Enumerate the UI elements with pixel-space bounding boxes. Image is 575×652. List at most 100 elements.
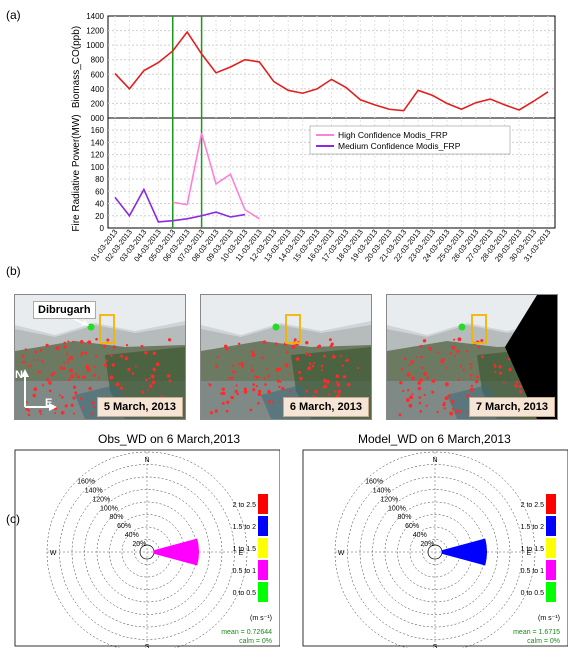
pointer-arrowhead <box>81 320 89 326</box>
fire-hotspot <box>417 386 422 391</box>
fire-hotspot <box>237 363 241 366</box>
fire-hotspot <box>61 395 64 399</box>
fire-hotspot <box>451 407 455 411</box>
fire-hotspot <box>231 376 234 379</box>
fire-hotspot <box>469 363 473 366</box>
fire-hotspot <box>494 370 497 374</box>
y-axis-label-frp: Fire Radiative Power(MW) <box>71 114 82 231</box>
fire-hotspot <box>476 375 479 379</box>
fire-hotspot <box>466 411 469 414</box>
fire-hotspot <box>457 378 460 381</box>
fire-hotspot <box>470 387 474 392</box>
fire-hotspot <box>63 345 67 349</box>
fire-hotspot <box>79 397 83 401</box>
series-line-high-confidence <box>186 132 260 220</box>
compass-north-label: N <box>15 369 23 381</box>
mean-label: mean = 1.6715 <box>513 629 560 636</box>
fire-hotspot <box>24 348 27 351</box>
rose-frame <box>14 449 280 647</box>
fire-hotspot <box>498 365 502 369</box>
fire-hotspot <box>279 380 282 383</box>
fire-hotspot <box>409 395 414 400</box>
fire-hotspot <box>305 389 309 393</box>
fire-hotspot <box>337 389 342 394</box>
y-tick-label: 200 <box>91 99 105 108</box>
fire-hotspot <box>52 371 56 375</box>
fire-hotspot <box>124 356 129 361</box>
ring-label: 120% <box>92 496 110 503</box>
fire-hotspot <box>431 379 436 383</box>
fire-hotspot <box>68 368 73 373</box>
y-tick-label: 1000 <box>86 41 104 50</box>
fire-hotspot <box>508 367 512 372</box>
fire-hotspot <box>39 348 43 352</box>
legend-swatch <box>546 516 556 536</box>
fire-hotspot <box>274 342 278 346</box>
fire-hotspot <box>94 355 98 358</box>
series-line-medium-confidence <box>114 187 246 223</box>
fire-hotspot <box>240 362 244 366</box>
fire-hotspot <box>416 356 419 358</box>
fire-hotspot <box>502 381 505 384</box>
fire-hotspot <box>62 361 66 364</box>
fire-hotspot <box>257 392 262 397</box>
fire-hotspot <box>470 384 474 388</box>
direction-label: E <box>239 550 244 557</box>
fire-hotspot <box>208 383 212 387</box>
fire-hotspot <box>151 380 156 385</box>
fire-hotspot <box>152 367 156 372</box>
fire-hotspot <box>325 379 330 384</box>
legend-swatch <box>258 538 268 558</box>
ring-label: 40% <box>413 532 427 539</box>
fire-hotspot <box>115 382 120 387</box>
obs-wind-rose-title: Obs_WD on 6 March,2013 <box>98 432 241 446</box>
fire-hotspot <box>120 386 124 390</box>
fire-hotspot <box>423 371 427 376</box>
fire-hotspot <box>453 354 456 357</box>
fire-hotspot <box>32 358 35 361</box>
fire-hotspot <box>148 377 151 380</box>
fire-hotspot <box>401 368 404 371</box>
fire-hotspot <box>230 395 234 399</box>
fire-hotspot <box>411 393 414 395</box>
fire-hotspot <box>67 358 70 361</box>
fire-hotspot <box>27 409 31 412</box>
fire-hotspot <box>66 352 69 356</box>
fire-hotspot <box>275 367 280 372</box>
location-marker <box>458 323 466 331</box>
date-label-6-march: 6 March, 2013 <box>282 397 369 417</box>
fire-hotspot <box>73 412 75 415</box>
fire-hotspot <box>125 344 129 347</box>
fire-hotspot <box>225 409 229 413</box>
fire-hotspot <box>332 354 336 359</box>
legend-label: 1 to 1.5 <box>233 546 256 553</box>
fire-hotspot <box>445 367 448 369</box>
y-tick-label: 160 <box>91 126 105 135</box>
fire-hotspot <box>470 373 473 377</box>
fire-hotspot <box>150 374 155 379</box>
fire-hotspot <box>93 405 96 408</box>
fire-hotspot <box>257 401 260 405</box>
direction-label: E <box>527 550 532 557</box>
study-area-box <box>99 314 115 344</box>
y-tick-label: 40 <box>95 200 104 209</box>
fire-hotspot <box>27 413 31 417</box>
fire-hotspot <box>54 412 57 415</box>
fire-hotspot <box>243 387 247 391</box>
legend-label: 2 to 2.5 <box>521 502 544 509</box>
obs-wind-rose: 20% 40% 60% 80% 100% 120% 140% 160% N E S W 2 to 2.5… <box>14 449 280 648</box>
fire-hotspot <box>74 372 78 376</box>
fire-hotspot <box>320 364 324 368</box>
fire-hotspot <box>418 396 422 399</box>
fire-hotspot <box>518 384 523 389</box>
fire-hotspot <box>155 362 160 367</box>
fire-hotspot <box>30 364 33 368</box>
rose-frame <box>302 449 568 647</box>
fire-hotspot <box>81 406 84 409</box>
fire-hotspot <box>59 366 63 370</box>
fire-hotspot <box>456 349 460 353</box>
fire-hotspot <box>272 401 275 404</box>
fire-hotspot <box>58 394 61 397</box>
legend-swatch <box>546 494 556 514</box>
panel-label-b: (b) <box>6 264 21 278</box>
